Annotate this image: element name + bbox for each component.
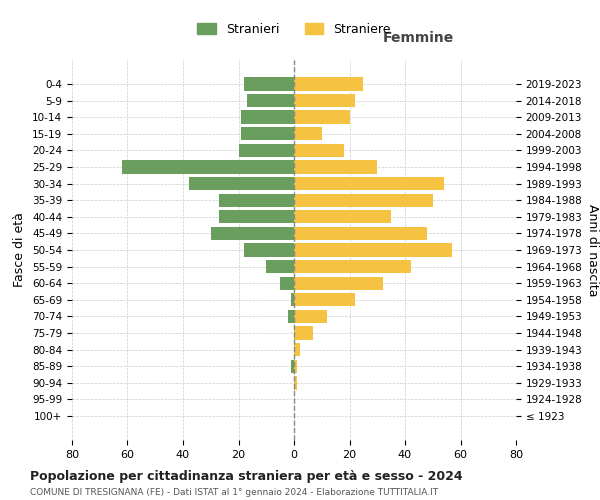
Bar: [219, 194, 294, 207]
Bar: [211, 226, 294, 240]
Bar: [294, 226, 427, 240]
Bar: [122, 160, 294, 173]
Bar: [294, 276, 383, 290]
Bar: [289, 310, 294, 323]
Bar: [294, 210, 391, 224]
Text: Femmine: Femmine: [383, 31, 454, 45]
Bar: [294, 160, 377, 173]
Y-axis label: Anni di nascita: Anni di nascita: [586, 204, 599, 296]
Bar: [294, 144, 344, 157]
Bar: [188, 177, 294, 190]
Bar: [294, 127, 322, 140]
Bar: [280, 276, 294, 290]
Bar: [291, 360, 294, 373]
Bar: [294, 260, 410, 274]
Bar: [294, 194, 433, 207]
Bar: [294, 343, 299, 356]
Text: COMUNE DI TRESIGNANA (FE) - Dati ISTAT al 1° gennaio 2024 - Elaborazione TUTTITA: COMUNE DI TRESIGNANA (FE) - Dati ISTAT a…: [30, 488, 438, 497]
Bar: [294, 94, 355, 107]
Bar: [291, 293, 294, 306]
Bar: [241, 127, 294, 140]
Bar: [294, 293, 355, 306]
Bar: [239, 144, 294, 157]
Bar: [294, 376, 297, 390]
Bar: [294, 177, 444, 190]
Bar: [294, 326, 313, 340]
Legend: Stranieri, Straniere: Stranieri, Straniere: [191, 17, 397, 42]
Y-axis label: Fasce di età: Fasce di età: [13, 212, 26, 288]
Bar: [247, 94, 294, 107]
Bar: [294, 360, 297, 373]
Bar: [294, 110, 349, 124]
Bar: [294, 310, 328, 323]
Bar: [244, 78, 294, 90]
Bar: [266, 260, 294, 274]
Text: Popolazione per cittadinanza straniera per età e sesso - 2024: Popolazione per cittadinanza straniera p…: [30, 470, 463, 483]
Bar: [294, 78, 364, 90]
Bar: [241, 110, 294, 124]
Bar: [219, 210, 294, 224]
Bar: [244, 244, 294, 256]
Bar: [294, 244, 452, 256]
